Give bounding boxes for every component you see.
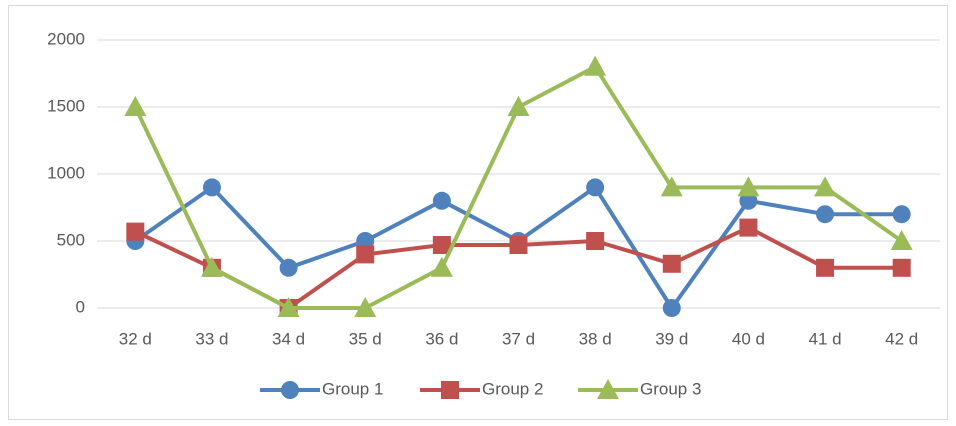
data-point — [432, 191, 451, 210]
data-point — [814, 176, 837, 197]
x-tick-label: 36 d — [425, 329, 458, 348]
x-tick-label: 37 d — [502, 329, 535, 348]
legend-marker — [441, 381, 459, 399]
data-point — [124, 96, 147, 116]
data-point — [200, 256, 223, 277]
legend-label: Group 3 — [640, 379, 701, 398]
y-tick-label: 2000 — [47, 29, 85, 48]
data-point — [662, 299, 681, 317]
data-point — [586, 232, 605, 250]
data-point — [507, 96, 530, 116]
data-point — [660, 176, 683, 197]
legend-label: Group 1 — [322, 379, 383, 398]
x-tick-label: 42 d — [885, 329, 918, 348]
y-tick-label: 1000 — [47, 163, 85, 182]
x-tick-label: 34 d — [272, 329, 305, 348]
data-point — [279, 258, 298, 277]
x-tick-label: 40 d — [732, 329, 765, 348]
legend-marker — [597, 379, 619, 399]
y-tick-label: 0 — [76, 297, 85, 316]
data-point — [586, 178, 605, 197]
x-tick-label: 41 d — [808, 329, 841, 348]
data-point — [816, 258, 835, 277]
data-point — [737, 176, 760, 197]
data-point — [432, 236, 451, 255]
data-point — [892, 258, 911, 277]
data-point — [202, 178, 221, 197]
data-point — [584, 55, 607, 76]
data-point — [356, 245, 375, 264]
chart-frame — [8, 5, 948, 420]
data-point — [662, 254, 681, 273]
y-tick-label: 500 — [57, 230, 85, 249]
data-point — [430, 256, 453, 277]
legend-label: Group 2 — [482, 379, 543, 398]
data-point — [354, 297, 377, 317]
data-point — [890, 230, 913, 250]
x-tick-label: 38 d — [579, 329, 612, 348]
y-tick-label: 1500 — [47, 96, 85, 115]
data-point — [816, 205, 835, 224]
x-tick-label: 39 d — [655, 329, 688, 348]
x-tick-label: 35 d — [349, 329, 382, 348]
x-tick-label: 32 d — [119, 329, 152, 348]
data-point — [509, 236, 528, 255]
x-tick-label: 33 d — [195, 329, 228, 348]
data-point — [277, 297, 300, 317]
data-point — [892, 205, 911, 224]
data-point — [739, 218, 758, 237]
legend-marker — [281, 381, 299, 399]
data-point — [126, 222, 145, 241]
